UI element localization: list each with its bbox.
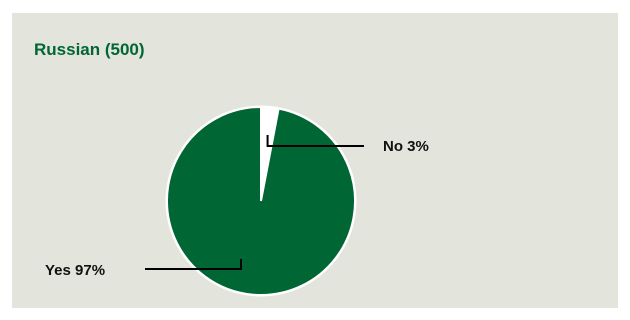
leader-line-yes — [145, 259, 242, 270]
leader-lines — [145, 135, 364, 270]
slice-label-no: No 3% — [383, 138, 429, 155]
chart-panel: Russian (500) No 3% Yes 97% — [12, 13, 618, 308]
pie-slice-yes — [166, 105, 356, 296]
pie-chart: No 3% Yes 97% — [45, 105, 429, 297]
slice-label-yes: Yes 97% — [45, 262, 105, 279]
chart-title: Russian (500) — [34, 40, 145, 59]
leader-line-no — [266, 135, 364, 147]
pie-slices — [165, 105, 357, 297]
